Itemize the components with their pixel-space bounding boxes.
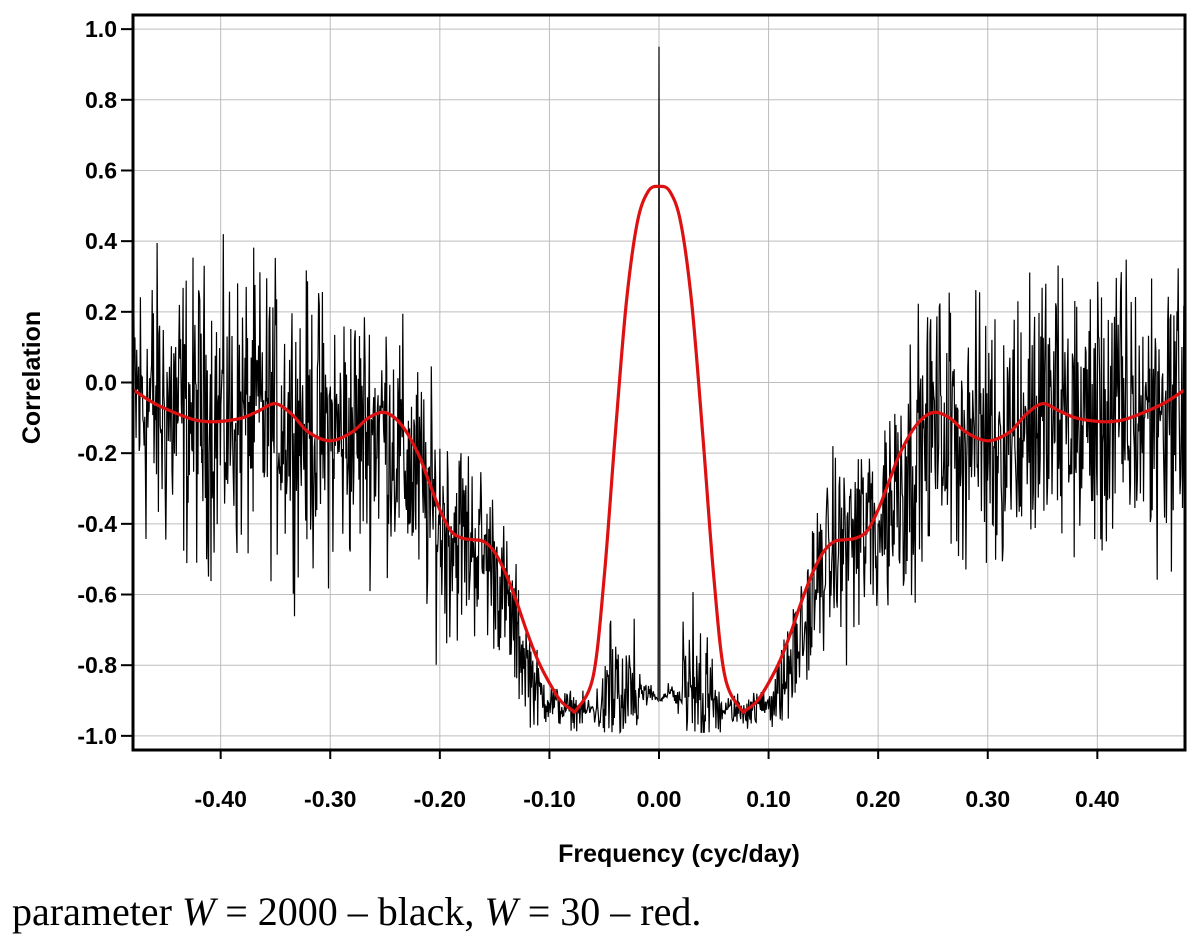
y-tick-label: -1.0 — [77, 723, 117, 749]
x-axis-title: Frequency (cyc/day) — [558, 840, 800, 868]
y-tick-label: 0.8 — [85, 87, 117, 113]
y-tick-label: 0.4 — [85, 228, 117, 254]
series-red-w30 — [133, 184, 1185, 714]
y-tick-label: -0.4 — [77, 511, 117, 537]
axis-ticks: -0.40 -0.30 -0.20 -0.10 0.00 0.10 0.20 0.30 0.40… — [77, 16, 1119, 812]
y-tick-label: -0.2 — [77, 440, 117, 466]
x-tick-label: 0.10 — [746, 786, 791, 812]
figure-caption: parameter W = 2000 – black, W = 30 – red… — [12, 888, 701, 936]
x-tick-label: 0.20 — [856, 786, 901, 812]
correlation-chart: -0.40 -0.30 -0.20 -0.10 0.00 0.10 0.20 0.30 0.40… — [18, 13, 1187, 868]
x-tick-label: -0.30 — [304, 786, 356, 812]
series-black-w2000 — [133, 46, 1185, 735]
caption-var-red: W — [484, 889, 518, 934]
y-tick-label: 0.0 — [85, 370, 117, 396]
x-tick-label: 0.40 — [1075, 786, 1120, 812]
x-tick-label: -0.40 — [194, 786, 246, 812]
caption-var-black: W — [181, 889, 216, 934]
y-tick-label: 0.6 — [85, 157, 117, 183]
x-tick-label: 0.30 — [965, 786, 1010, 812]
y-tick-label: -0.6 — [77, 582, 117, 608]
caption-prefix: parameter — [12, 889, 182, 934]
x-tick-label: 0.00 — [637, 786, 682, 812]
y-tick-label: 0.2 — [85, 299, 117, 325]
series-group — [133, 46, 1185, 735]
caption-black-text: = 2000 – black, — [215, 889, 485, 934]
y-tick-label: 1.0 — [85, 16, 117, 42]
y-axis-title: Correlation — [18, 311, 46, 444]
x-tick-label: -0.20 — [414, 786, 466, 812]
x-tick-label: -0.10 — [523, 786, 575, 812]
y-tick-label: -0.8 — [77, 652, 117, 678]
caption-red-text: = 30 – red. — [517, 889, 702, 934]
